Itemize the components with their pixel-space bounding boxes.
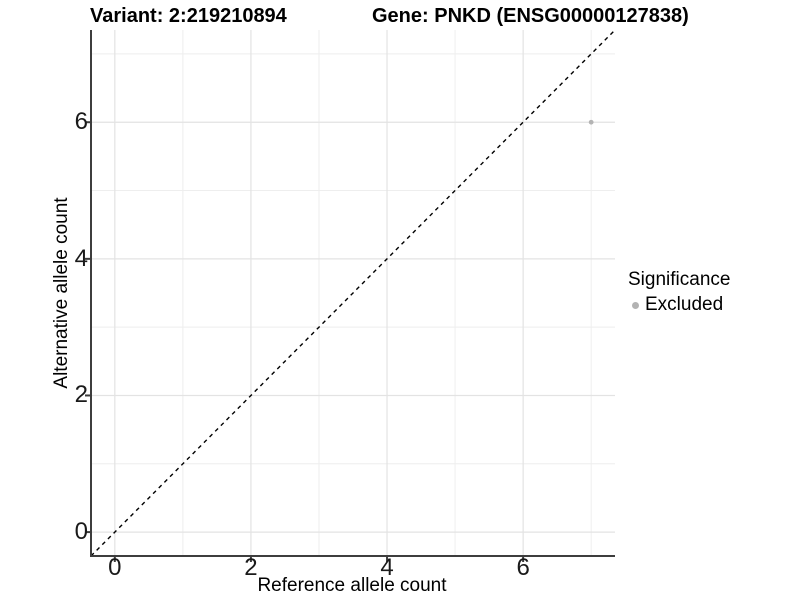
x-tick-label: 0 [108,554,122,581]
y-tick-label: 4 [74,244,88,272]
plot-title-variant: Variant: 2:219210894 [90,5,287,27]
y-tick-label: 0 [74,518,88,546]
x-tick-label: 4 [380,554,394,581]
legend: Significance Excluded [628,269,730,316]
x-axis-title: Reference allele count [257,575,447,596]
legend-items: Excluded [628,294,730,316]
y-tick-label: 2 [74,381,88,409]
legend-title: Significance [628,269,731,290]
legend-key-dot-icon [632,301,639,309]
legend-item: Excluded [628,294,730,316]
plot-panel [85,29,616,562]
legend-item-label: Excluded [645,294,724,315]
identity-dashed-line [90,29,616,557]
plot-title-gene: Gene: PNKD (ENSG00000127838) [372,5,689,27]
data-point [588,119,594,125]
x-tick-label: 2 [244,554,258,581]
x-tick-label: 6 [516,554,530,581]
y-axis-title: Alternative allele count [51,197,72,389]
y-tick-label: 6 [74,108,88,136]
